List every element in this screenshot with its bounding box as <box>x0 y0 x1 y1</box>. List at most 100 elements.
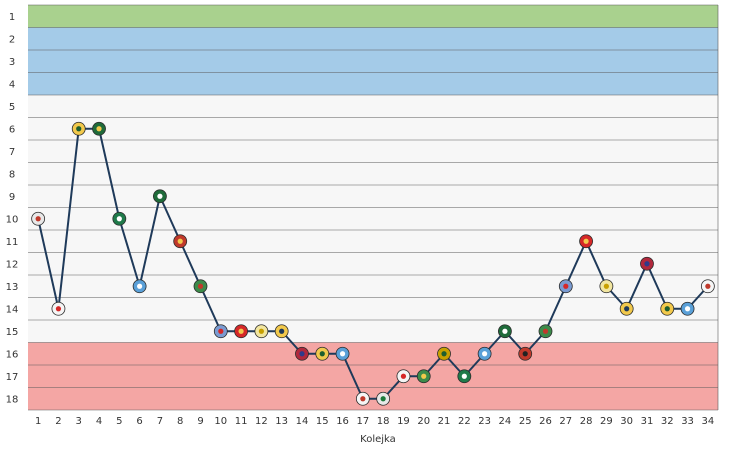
data-point-19 <box>396 369 411 384</box>
data-point-29 <box>599 279 614 294</box>
series-line-layer <box>37 127 709 400</box>
x-tick-label: 7 <box>157 416 163 427</box>
x-tick-label: 19 <box>397 416 410 427</box>
data-point-10 <box>213 324 228 339</box>
club-crest-accent <box>35 216 41 222</box>
x-tick-label: 20 <box>417 416 430 427</box>
club-crest-accent <box>299 351 305 357</box>
y-tick-label: 18 <box>6 394 19 405</box>
y-tick-label: 4 <box>9 79 15 90</box>
x-tick-label: 25 <box>519 416 532 427</box>
x-tick-label: 9 <box>197 416 203 427</box>
data-point-12 <box>254 324 269 339</box>
x-tick-label: 5 <box>116 416 122 427</box>
x-tick-label: 6 <box>136 416 142 427</box>
x-tick-label: 24 <box>499 416 512 427</box>
x-tick-label: 15 <box>316 416 329 427</box>
data-point-13 <box>274 324 289 339</box>
x-tick-label: 13 <box>275 416 288 427</box>
x-tick-label: 29 <box>600 416 613 427</box>
data-point-4 <box>92 121 106 136</box>
club-crest-accent <box>644 261 650 267</box>
x-tick-label: 3 <box>76 416 82 427</box>
data-point-2 <box>51 301 66 316</box>
x-tick-label: 31 <box>641 416 654 427</box>
x-tick-label: 34 <box>701 416 714 427</box>
y-tick-label: 10 <box>6 214 19 225</box>
data-point-18 <box>376 391 391 406</box>
club-crest-accent <box>400 373 407 379</box>
x-tick-label: 33 <box>681 416 694 427</box>
club-crest-accent <box>461 373 467 379</box>
y-tick-label: 14 <box>6 304 19 315</box>
x-tick-label: 18 <box>377 416 390 427</box>
club-crest-accent <box>360 396 366 402</box>
data-point-20 <box>416 369 431 384</box>
club-crest-accent <box>380 396 386 402</box>
club-crest-accent <box>603 283 609 289</box>
x-tick-label: 12 <box>255 416 268 427</box>
x-tick-label: 11 <box>235 416 248 427</box>
x-tick-label: 28 <box>580 416 593 427</box>
data-point-28 <box>579 234 593 249</box>
club-crest-accent <box>664 306 670 312</box>
y-tick-label: 13 <box>6 282 19 293</box>
club-crest-accent <box>76 126 82 132</box>
club-crest-accent <box>441 351 447 357</box>
data-point-8 <box>173 234 188 249</box>
y-tick-label: 9 <box>9 192 15 203</box>
club-crest-accent <box>583 238 589 244</box>
club-crest-accent <box>482 351 488 357</box>
x-tick-label: 30 <box>620 416 633 427</box>
data-point-31 <box>640 256 654 271</box>
club-crest-accent <box>55 306 62 312</box>
club-crest-accent <box>421 373 427 379</box>
y-tick-label: 3 <box>9 57 15 68</box>
club-crest-accent <box>684 306 691 312</box>
club-crest-accent <box>218 328 224 334</box>
data-point-9 <box>193 279 208 294</box>
x-tick-label: 1 <box>35 416 41 427</box>
data-point-11 <box>234 324 248 339</box>
y-tick-label: 7 <box>9 147 15 158</box>
data-point-22 <box>457 369 472 384</box>
club-crest-accent <box>197 283 204 289</box>
data-point-21 <box>437 346 451 361</box>
y-tick-label: 17 <box>6 372 19 383</box>
data-point-3 <box>71 121 86 136</box>
y-tick-label: 12 <box>6 259 19 270</box>
data-point-16 <box>335 346 350 361</box>
x-tick-label: 8 <box>177 416 183 427</box>
club-crest-accent <box>705 283 711 289</box>
y-tick-label: 2 <box>9 34 15 45</box>
x-tick-labels: 1 2 3 4 5 6 7 8 9 10 11 12 13 14 15 16 17 18 19 20 21 22 23 24 2… <box>35 416 714 427</box>
club-crest-accent <box>96 126 102 132</box>
x-tick-label: 23 <box>478 416 491 427</box>
x-tick-label: 32 <box>661 416 674 427</box>
club-crest-accent <box>238 328 244 334</box>
x-tick-label: 14 <box>296 416 309 427</box>
club-crest-accent <box>279 328 285 334</box>
data-point-14 <box>295 346 309 361</box>
y-tick-label: 5 <box>9 102 15 113</box>
y-tick-label: 16 <box>6 349 19 360</box>
y-tick-label: 11 <box>6 237 19 248</box>
x-tick-label: 26 <box>539 416 552 427</box>
data-point-34 <box>700 279 715 294</box>
series-line <box>37 127 709 400</box>
y-tick-label: 6 <box>9 124 15 135</box>
y-tick-label: 1 <box>9 12 15 23</box>
data-point-24 <box>498 324 512 339</box>
club-crest-accent <box>258 328 264 334</box>
x-tick-label: 16 <box>336 416 349 427</box>
zone-band-2 <box>28 27 718 95</box>
markers-layer <box>31 121 715 406</box>
data-point-6 <box>132 279 147 294</box>
x-tick-label: 10 <box>214 416 227 427</box>
y-tick-label: 8 <box>9 169 15 180</box>
club-crest-accent <box>624 306 630 312</box>
data-point-5 <box>112 211 127 226</box>
data-point-15 <box>315 346 330 361</box>
x-tick-label: 2 <box>55 416 61 427</box>
